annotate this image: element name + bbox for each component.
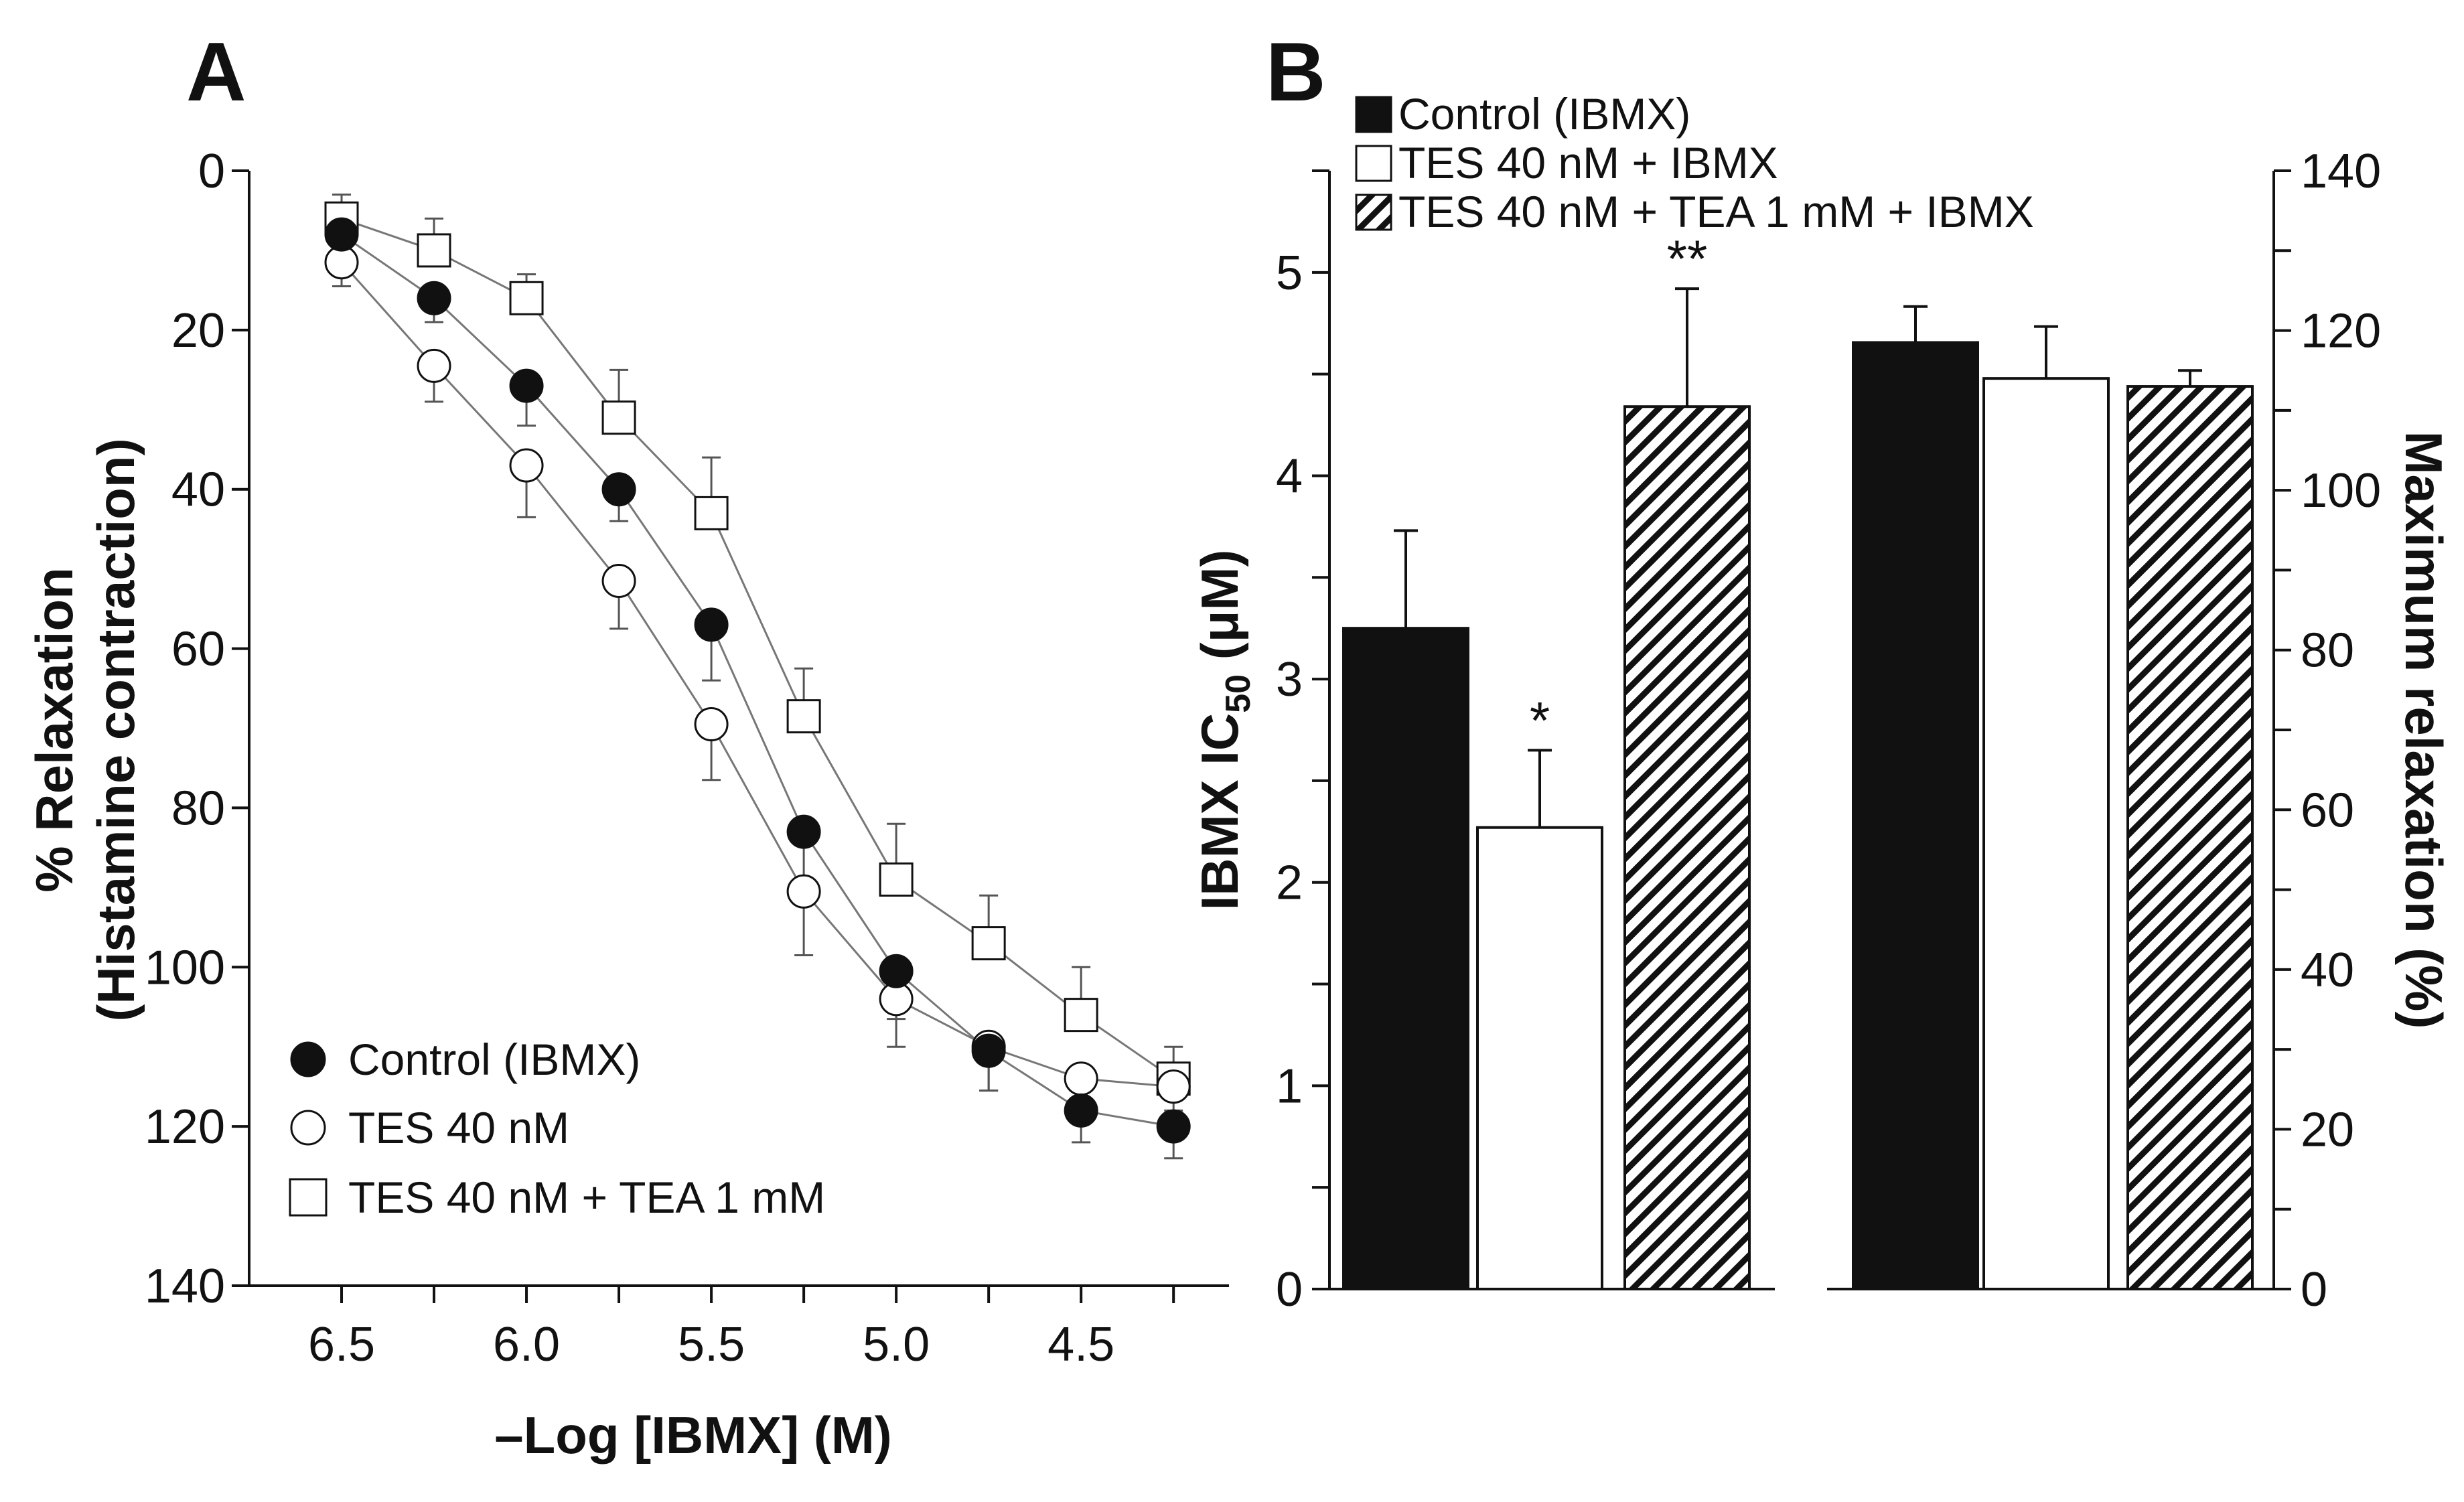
data-point-tes: [694, 707, 729, 742]
panel-a-x-tick-label: 5.0: [863, 1318, 930, 1371]
panel-b-right-tick-label: 60: [2301, 783, 2354, 837]
bar-ic50-2: [1476, 826, 1603, 1290]
panel-a-y-axis-title-line2: (Histamine contraction): [86, 438, 145, 1021]
panel-b-legend: Control (IBMX) TES 40 nM + IBMX TES 40 n…: [1355, 89, 2034, 236]
panel-b-right-tick-label: 100: [2301, 464, 2381, 518]
panel-a-label: A: [186, 26, 246, 119]
bar-maximum-relaxation-1: [1852, 341, 1979, 1291]
legend-b-swatch-tes-tea: [1355, 194, 1392, 231]
legend-b-swatch-control: [1355, 96, 1392, 133]
legend-a-label-tes-tea: TES 40 nM + TEA 1 mM: [348, 1173, 825, 1222]
significance-marker: *: [1530, 690, 1550, 749]
left-axis-title-main: IBMX IC: [1190, 713, 1249, 911]
panel-b-left-tick-label: 0: [1276, 1263, 1303, 1317]
panel-a-x-tick-label: 4.5: [1047, 1318, 1114, 1371]
data-point-control: [509, 368, 544, 403]
data-point-control: [879, 954, 914, 988]
panel-a-y-tick-label: 60: [171, 623, 225, 676]
panel-b-left-tick-label: 2: [1276, 856, 1303, 910]
legend-b-label-tes: TES 40 nM + IBMX: [1398, 138, 1778, 187]
data-point-tes-tea: [971, 926, 1006, 961]
left-axis-title-subscript: 50: [1219, 674, 1258, 713]
legend-b-label-control: Control (IBMX): [1398, 89, 1690, 139]
data-point-control: [694, 607, 729, 642]
left-axis-title-unit: (μM): [1190, 550, 1249, 674]
panel-b-right-tick-label: 40: [2301, 944, 2354, 997]
legend-b-swatch-tes: [1355, 145, 1392, 182]
data-point-tes: [509, 448, 544, 483]
legend-b-label-tes-tea: TES 40 nM + TEA 1 mM + IBMX: [1398, 187, 2034, 236]
data-point-control: [1064, 1093, 1098, 1128]
panel-b-right-tick-label: 0: [2301, 1263, 2327, 1317]
data-point-tes-tea: [879, 862, 914, 897]
data-point-tes-tea: [417, 233, 451, 268]
data-point-tes: [1064, 1061, 1098, 1096]
data-point-tes-tea: [786, 699, 821, 734]
bar-maximum-relaxation-2: [1982, 377, 2110, 1291]
panel-b-left-axis-title: IBMX IC50 (μM): [1190, 550, 1258, 911]
data-point-control: [324, 217, 359, 252]
data-point-tes-tea: [601, 400, 636, 435]
panel-a-y-tick-label: 0: [198, 145, 225, 198]
panel-a-y-axis-title-line1: % Relaxation: [25, 567, 84, 892]
panel-a-y-tick-label: 100: [145, 941, 225, 994]
data-point-tes: [601, 563, 636, 598]
panel-b-left-tick-label: 3: [1276, 653, 1303, 706]
panel-b-right-tick-label: 20: [2301, 1103, 2354, 1156]
series-line: [341, 233, 1174, 1128]
panel-b-label: B: [1266, 26, 1326, 119]
data-point-control: [601, 472, 636, 507]
panel-b-right-tick-label: 120: [2301, 305, 2381, 358]
data-point-control: [417, 281, 451, 315]
panel-a-y-tick-label: 120: [145, 1100, 225, 1154]
data-point-control: [971, 1033, 1006, 1068]
legend-a-marker-tes-tea: [289, 1178, 328, 1217]
legend-a-marker-tes: [290, 1110, 326, 1146]
panel-b-left-tick-label: 1: [1276, 1059, 1303, 1113]
panel-a-y-tick-label: 20: [171, 304, 225, 358]
data-point-tes-tea: [509, 281, 544, 315]
panel-a-y-tick-label: 80: [171, 781, 225, 835]
panel-a-y-tick-label: 140: [145, 1260, 225, 1313]
panel-a-x-axis-title: –Log [IBMX] (M): [494, 1406, 892, 1465]
panel-a-y-tick-label: 40: [171, 463, 225, 517]
panel-b-right-axis-title: Maximum relaxation (%): [2394, 431, 2453, 1029]
series-line: [340, 261, 1174, 1088]
significance-marker: **: [1667, 229, 1708, 288]
panel-a-x-tick-label: 6.0: [493, 1318, 560, 1371]
panel-a-x-tick-label: 6.5: [308, 1318, 375, 1371]
panel-b-right-tick-label: 140: [2301, 145, 2381, 198]
data-point-tes: [786, 874, 821, 909]
panel-a-legend: Control (IBMX) TES 40 nM TES 40 nM + TEA…: [289, 1035, 825, 1222]
data-point-tes-tea: [1064, 998, 1098, 1033]
series-line: [341, 217, 1175, 1080]
panel-a-line-chart: 0 20 40 60 80 100 120 140 6.5 6.0 5.5 5.0 4.5 –Log …: [25, 145, 1229, 1465]
bar-ic50-1: [1342, 627, 1469, 1290]
legend-a-label-tes: TES 40 nM: [348, 1103, 569, 1152]
data-point-tes: [417, 348, 451, 383]
panel-b-left-tick-label: 4: [1276, 449, 1303, 503]
data-point-tes-tea: [694, 496, 729, 530]
panel-b-left-tick-label: 5: [1276, 246, 1303, 300]
data-point-tes: [1156, 1069, 1191, 1104]
data-point-control: [786, 814, 821, 849]
bar-ic50-3: [1623, 405, 1751, 1291]
bar-maximum-relaxation-3: [2126, 385, 2254, 1290]
panel-a-x-tick-label: 5.5: [678, 1318, 745, 1371]
data-point-control: [1156, 1109, 1191, 1144]
legend-a-label-control: Control (IBMX): [348, 1035, 640, 1084]
legend-a-marker-control: [290, 1041, 326, 1077]
panel-b-right-tick-label: 80: [2301, 624, 2354, 678]
